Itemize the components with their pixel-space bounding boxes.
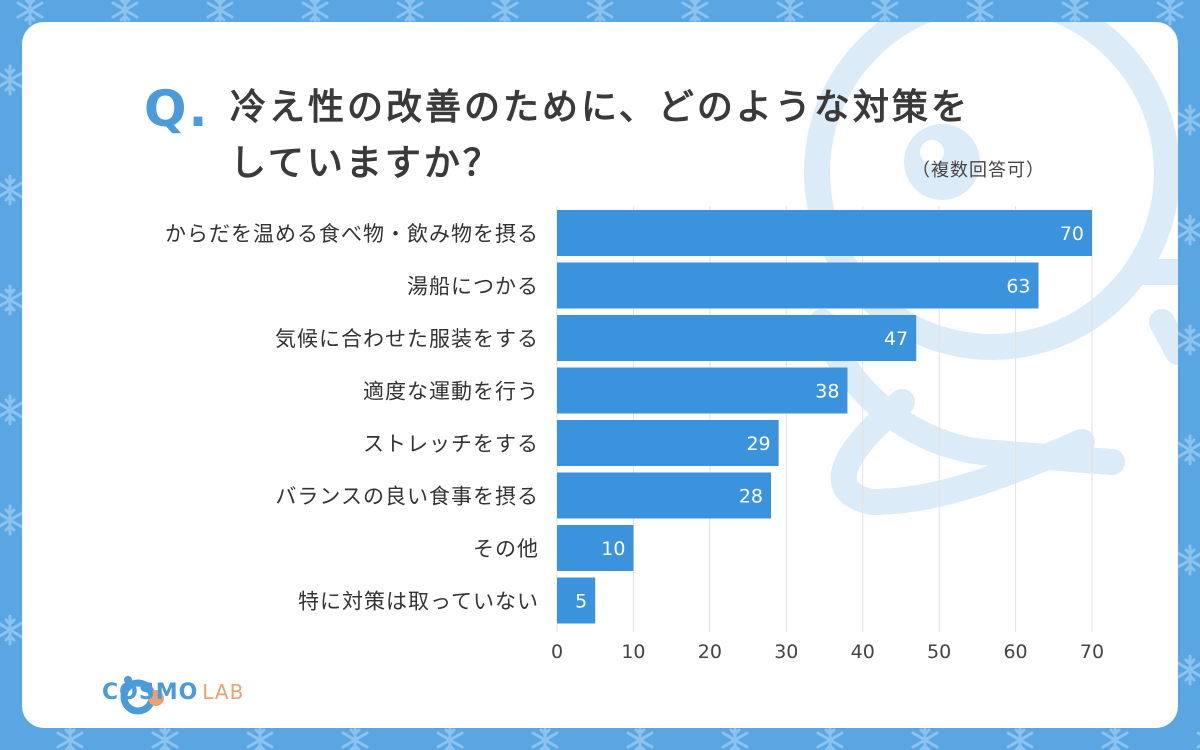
snowflake-icon: [16, 0, 44, 26]
snowflake-icon: [0, 504, 24, 536]
cosmo-lab-logo-icon: [120, 676, 164, 715]
bar: [557, 525, 634, 571]
bar-value-label: 5: [575, 591, 587, 613]
x-tick-label: 10: [621, 641, 645, 663]
x-tick-label: 30: [774, 641, 798, 663]
snowflake-icon: [111, 0, 139, 26]
snowflake-icon: [0, 64, 24, 96]
snowflake-icon: [0, 284, 24, 316]
multiple-answer-note: （複数回答可）: [912, 160, 1045, 181]
snowflake-icon: [816, 724, 844, 750]
bar: [557, 315, 917, 361]
snowflake-icon: [1176, 434, 1200, 466]
snowflake-icon: [911, 724, 939, 750]
snowflake-icon: [721, 724, 749, 750]
bar-value-label: 38: [815, 381, 839, 403]
snowflake-icon: [1101, 724, 1129, 750]
snowflake-icon: [1176, 214, 1200, 246]
bar: [557, 472, 771, 519]
page-title: 冷え性の改善のために、どのような対策を していますか？: [230, 80, 1090, 192]
x-tick-label: 70: [1080, 641, 1104, 663]
x-tick-label: 40: [851, 641, 875, 663]
x-tick-label: 60: [1003, 641, 1027, 663]
logo-wordmark: COSMO LAB: [102, 680, 244, 705]
bar-value-label: 28: [739, 486, 763, 508]
category-label: バランスの良い食事を摂る: [275, 485, 539, 509]
bar-value-label: 70: [1060, 223, 1084, 245]
category-label: からだを温める食べ物・飲み物を摂る: [165, 222, 539, 246]
category-label: その他: [473, 537, 539, 561]
bar-value-label: 47: [884, 328, 908, 350]
snowflake-icon: [56, 724, 84, 750]
bar-value-label: 29: [746, 433, 770, 455]
snowflake-icon: [301, 0, 329, 26]
snowflake-icon: [681, 0, 709, 26]
snowflake-icon: [1061, 0, 1089, 26]
category-label: 適度な運動を行う: [363, 380, 539, 404]
snowflake-icon: [1176, 324, 1200, 356]
bar-value-label: 10: [601, 538, 625, 560]
x-tick-label: 20: [698, 641, 722, 663]
bar: [557, 577, 596, 624]
snowflake-icon: [436, 724, 464, 750]
snowflake-icon: [626, 724, 654, 750]
question-mark-label: Q.: [144, 80, 210, 138]
category-label: 気候に合わせた服装をする: [275, 327, 539, 351]
bar: [557, 367, 848, 414]
content-card: Q. 冷え性の改善のために、どのような対策を していますか？ （複数回答可） 0…: [22, 22, 1178, 728]
snowflake-icon: [1176, 104, 1200, 136]
category-label: 特に対策は取っていない: [298, 590, 539, 614]
bar-value-label: 63: [1006, 276, 1030, 298]
x-tick-label: 50: [927, 641, 951, 663]
snowflake-icon: [871, 0, 899, 26]
snowflake-icon: [0, 174, 24, 206]
snowflake-icon: [206, 0, 234, 26]
bar: [557, 262, 1039, 309]
snowflake-icon: [341, 724, 369, 750]
snowflake-icon: [0, 394, 24, 426]
snowflake-icon: [151, 724, 179, 750]
snowflake-icon: [1006, 724, 1034, 750]
snowflake-icon: [776, 0, 804, 26]
bar-chart: 0 10 20 30 40 50 60 70 70 からだを温める食べ物・飲み物を摂る 63 湯船につ…: [165, 206, 1104, 663]
logo-lab: LAB: [202, 680, 245, 704]
bar: [557, 210, 1092, 256]
snowflake-icon: [1156, 0, 1184, 26]
category-label: 湯船につかる: [407, 275, 539, 299]
category-label: ストレッチをする: [363, 432, 539, 456]
snowflake-icon: [966, 0, 994, 26]
title-line-1: 冷え性の改善のために、どのような対策を: [230, 87, 970, 128]
snowflake-icon: [586, 0, 614, 26]
snowflake-icon: [531, 724, 559, 750]
logo-cosmo: COSMO: [102, 680, 199, 705]
snowflake-icon: [396, 0, 424, 26]
snowflake-icon: [1176, 544, 1200, 576]
snowflake-icon: [1176, 654, 1200, 686]
title-line-2: していますか？: [230, 143, 502, 184]
x-tick-label: 0: [551, 641, 563, 663]
snowflake-icon: [246, 724, 274, 750]
snowflake-icon: [491, 0, 519, 26]
snowflake-icon: [0, 614, 24, 646]
bar: [557, 420, 779, 466]
